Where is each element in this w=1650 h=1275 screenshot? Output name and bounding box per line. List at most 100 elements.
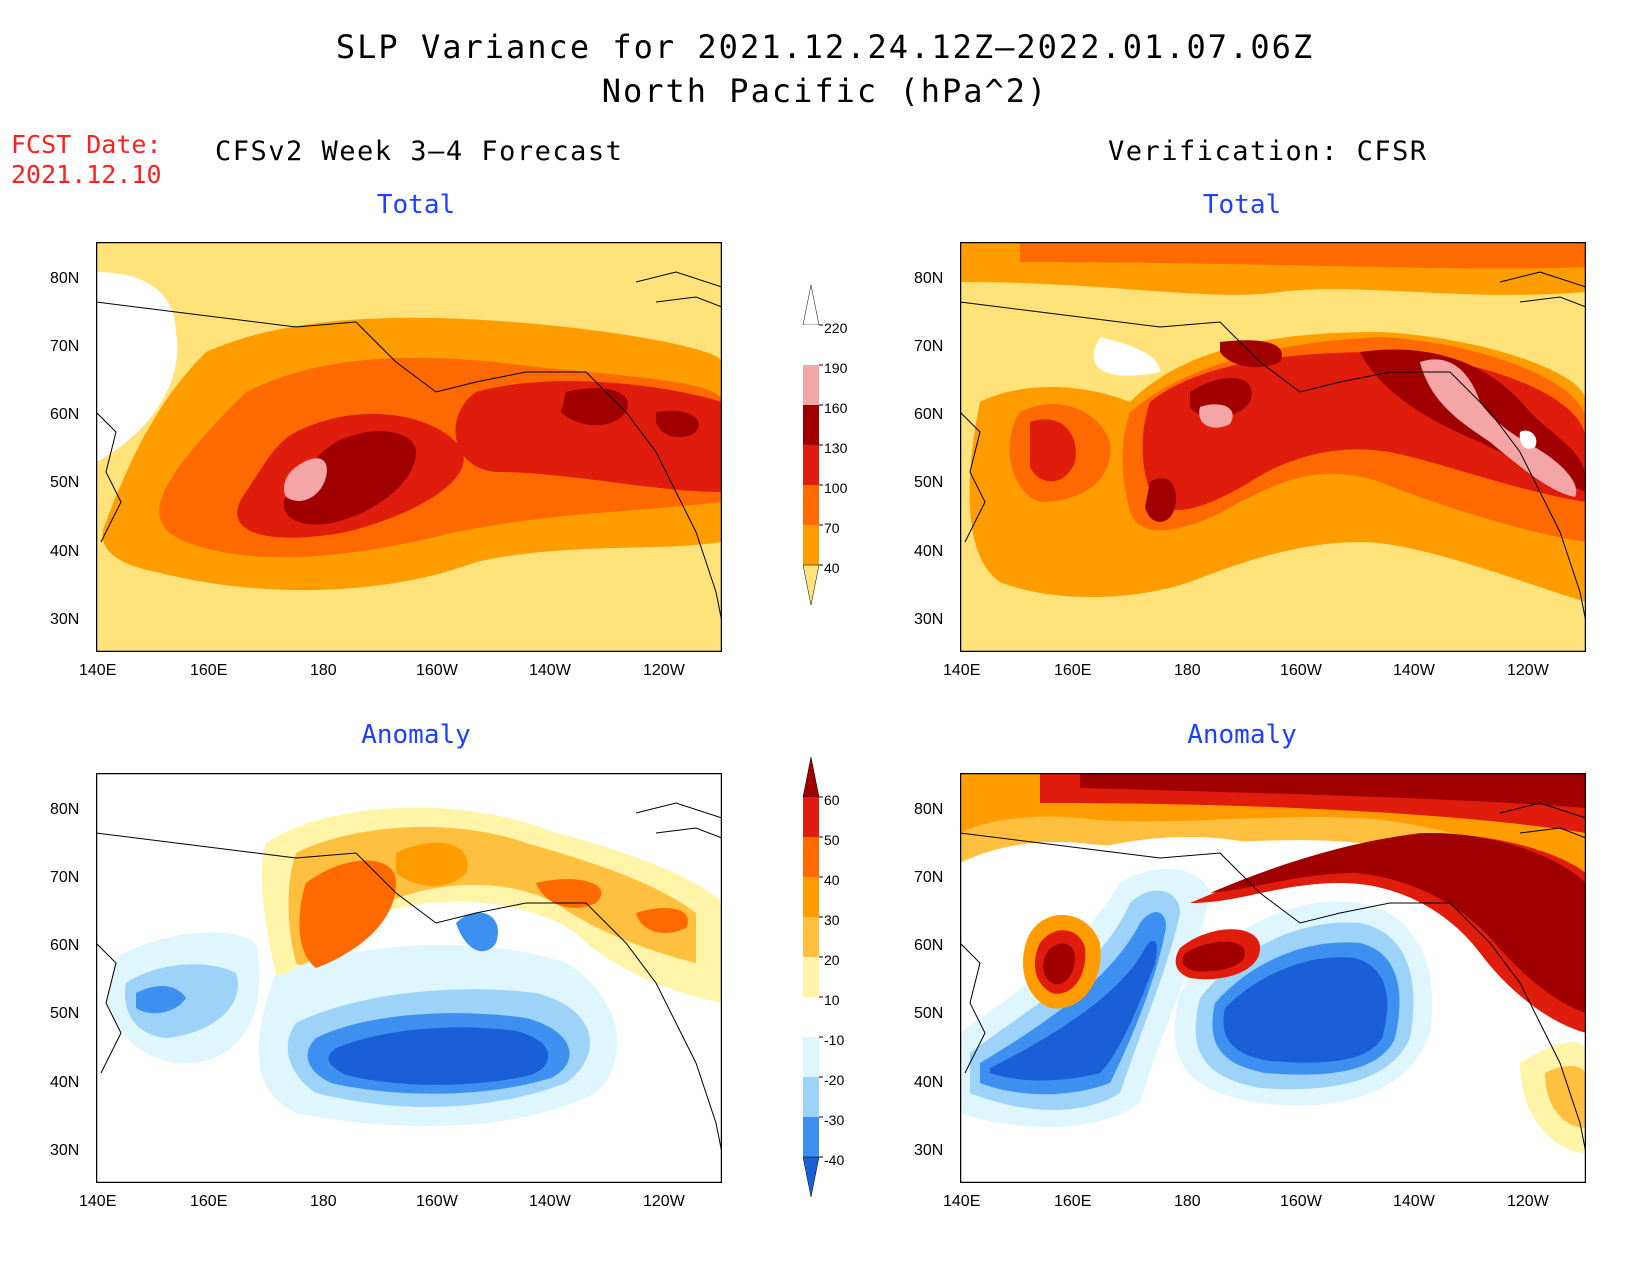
- colorbar-anomaly: [802, 757, 823, 1198]
- column-heading-verification: Verification: CFSR: [1108, 136, 1428, 167]
- lon-label: 160W: [416, 662, 458, 679]
- colorbar-end-cap: [802, 757, 820, 798]
- lat-label: 80N: [914, 270, 944, 287]
- map-verification-total: [960, 242, 1586, 652]
- colorbar-total-label: 190: [824, 360, 848, 376]
- map-forecast-total: [96, 242, 722, 652]
- colorbar-total-label: 100: [824, 480, 848, 496]
- lat-label: 50N: [914, 474, 944, 491]
- colorbar-segment: [803, 917, 819, 957]
- colorbar-segment: [803, 325, 819, 365]
- colorbar-anomaly-label: 40: [824, 872, 840, 888]
- lon-label: 160W: [1280, 1193, 1322, 1210]
- fcst-date-label: FCST Date:: [11, 130, 162, 159]
- lat-label: 80N: [50, 270, 80, 287]
- colorbar-anomaly-label: -10: [824, 1032, 845, 1048]
- colorbar-segment: [803, 365, 819, 405]
- lon-label: 180: [310, 1193, 337, 1210]
- lon-label: 140W: [1393, 1193, 1435, 1210]
- colorbar-segment: [803, 1117, 819, 1157]
- colorbar-total-label: 130: [824, 440, 848, 456]
- lon-label: 120W: [643, 662, 685, 679]
- lat-label: 30N: [50, 1142, 80, 1159]
- lon-label: 140E: [943, 662, 981, 679]
- map-verification-anomaly: [960, 773, 1586, 1183]
- colorbar-segment: [803, 405, 819, 445]
- lat-label: 30N: [914, 1142, 944, 1159]
- lat-label: 50N: [914, 1005, 944, 1022]
- panel-title-forecast-anomaly: Anomaly: [361, 720, 471, 750]
- figure-title-line1: SLP Variance for 2021.12.24.12Z–2022.01.…: [335, 28, 1315, 66]
- colorbar-segment: [803, 525, 819, 565]
- colorbar-segment: [803, 1037, 819, 1077]
- lat-label: 50N: [50, 474, 80, 491]
- colorbar-anomaly-label: 60: [824, 792, 840, 808]
- colorbar-segment: [803, 957, 819, 997]
- lon-label: 160W: [1280, 662, 1322, 679]
- lat-label: 40N: [914, 1074, 944, 1091]
- colorbar-segment: [803, 877, 819, 917]
- lon-label: 140E: [943, 1193, 981, 1210]
- colorbar-segment: [803, 445, 819, 485]
- colorbar-total-label: 160: [824, 400, 848, 416]
- colorbar-segment: [803, 1077, 819, 1117]
- lat-label: 50N: [50, 1005, 80, 1022]
- lat-label: 60N: [914, 406, 944, 423]
- lat-label: 40N: [50, 543, 80, 560]
- lat-label: 60N: [50, 406, 80, 423]
- colorbar-end-cap: [802, 1156, 820, 1198]
- panel-title-forecast-total: Total: [376, 190, 456, 220]
- colorbar-total: [802, 285, 823, 606]
- lon-label: 160E: [190, 662, 228, 679]
- lon-label: 160E: [190, 1193, 228, 1210]
- colorbar-total-label: 220: [824, 320, 848, 336]
- lon-label: 160E: [1054, 662, 1092, 679]
- colorbar-anomaly-label: -40: [824, 1152, 845, 1168]
- lon-label: 180: [310, 662, 337, 679]
- lon-label: 140E: [79, 662, 117, 679]
- colorbar-segment: [803, 485, 819, 525]
- colorbar-segment: [803, 997, 819, 1037]
- lat-label: 40N: [914, 543, 944, 560]
- colorbar-anomaly-label: 10: [824, 992, 840, 1008]
- lat-label: 70N: [50, 869, 80, 886]
- colorbar-total-label: 70: [824, 520, 840, 536]
- lon-label: 140W: [529, 1193, 571, 1210]
- lon-label: 140W: [1393, 662, 1435, 679]
- lat-label: 70N: [50, 338, 80, 355]
- lat-label: 70N: [914, 338, 944, 355]
- lat-label: 70N: [914, 869, 944, 886]
- colorbar-end-cap: [802, 285, 820, 326]
- colorbar-total-label: 40: [824, 560, 840, 576]
- figure-title-line2: North Pacific (hPa^2): [601, 72, 1049, 110]
- lon-label: 180: [1174, 662, 1201, 679]
- lat-label: 80N: [50, 801, 80, 818]
- lat-label: 60N: [914, 937, 944, 954]
- lon-label: 120W: [1507, 1193, 1549, 1210]
- panel-title-verification-anomaly: Anomaly: [1187, 720, 1297, 750]
- fcst-date-value: 2021.12.10: [11, 160, 162, 189]
- lon-label: 140W: [529, 662, 571, 679]
- colorbar-end-cap: [802, 564, 820, 606]
- colorbar-anomaly-label: 50: [824, 832, 840, 848]
- colorbar-segment: [803, 837, 819, 877]
- lon-label: 160E: [1054, 1193, 1092, 1210]
- colorbar-anomaly-label: -20: [824, 1072, 845, 1088]
- colorbar-anomaly-label: 30: [824, 912, 840, 928]
- lon-label: 160W: [416, 1193, 458, 1210]
- lon-label: 140E: [79, 1193, 117, 1210]
- lon-label: 120W: [1507, 662, 1549, 679]
- lat-label: 30N: [50, 611, 80, 628]
- lat-label: 30N: [914, 611, 944, 628]
- map-forecast-anomaly: [96, 773, 722, 1183]
- lon-label: 120W: [643, 1193, 685, 1210]
- colorbar-anomaly-label: 20: [824, 952, 840, 968]
- colorbar-segment: [803, 797, 819, 837]
- column-heading-forecast: CFSv2 Week 3–4 Forecast: [215, 136, 624, 167]
- lon-label: 180: [1174, 1193, 1201, 1210]
- lat-label: 80N: [914, 801, 944, 818]
- lat-label: 40N: [50, 1074, 80, 1091]
- panel-title-verification-total: Total: [1202, 190, 1282, 220]
- lat-label: 60N: [50, 937, 80, 954]
- colorbar-anomaly-label: -30: [824, 1112, 845, 1128]
